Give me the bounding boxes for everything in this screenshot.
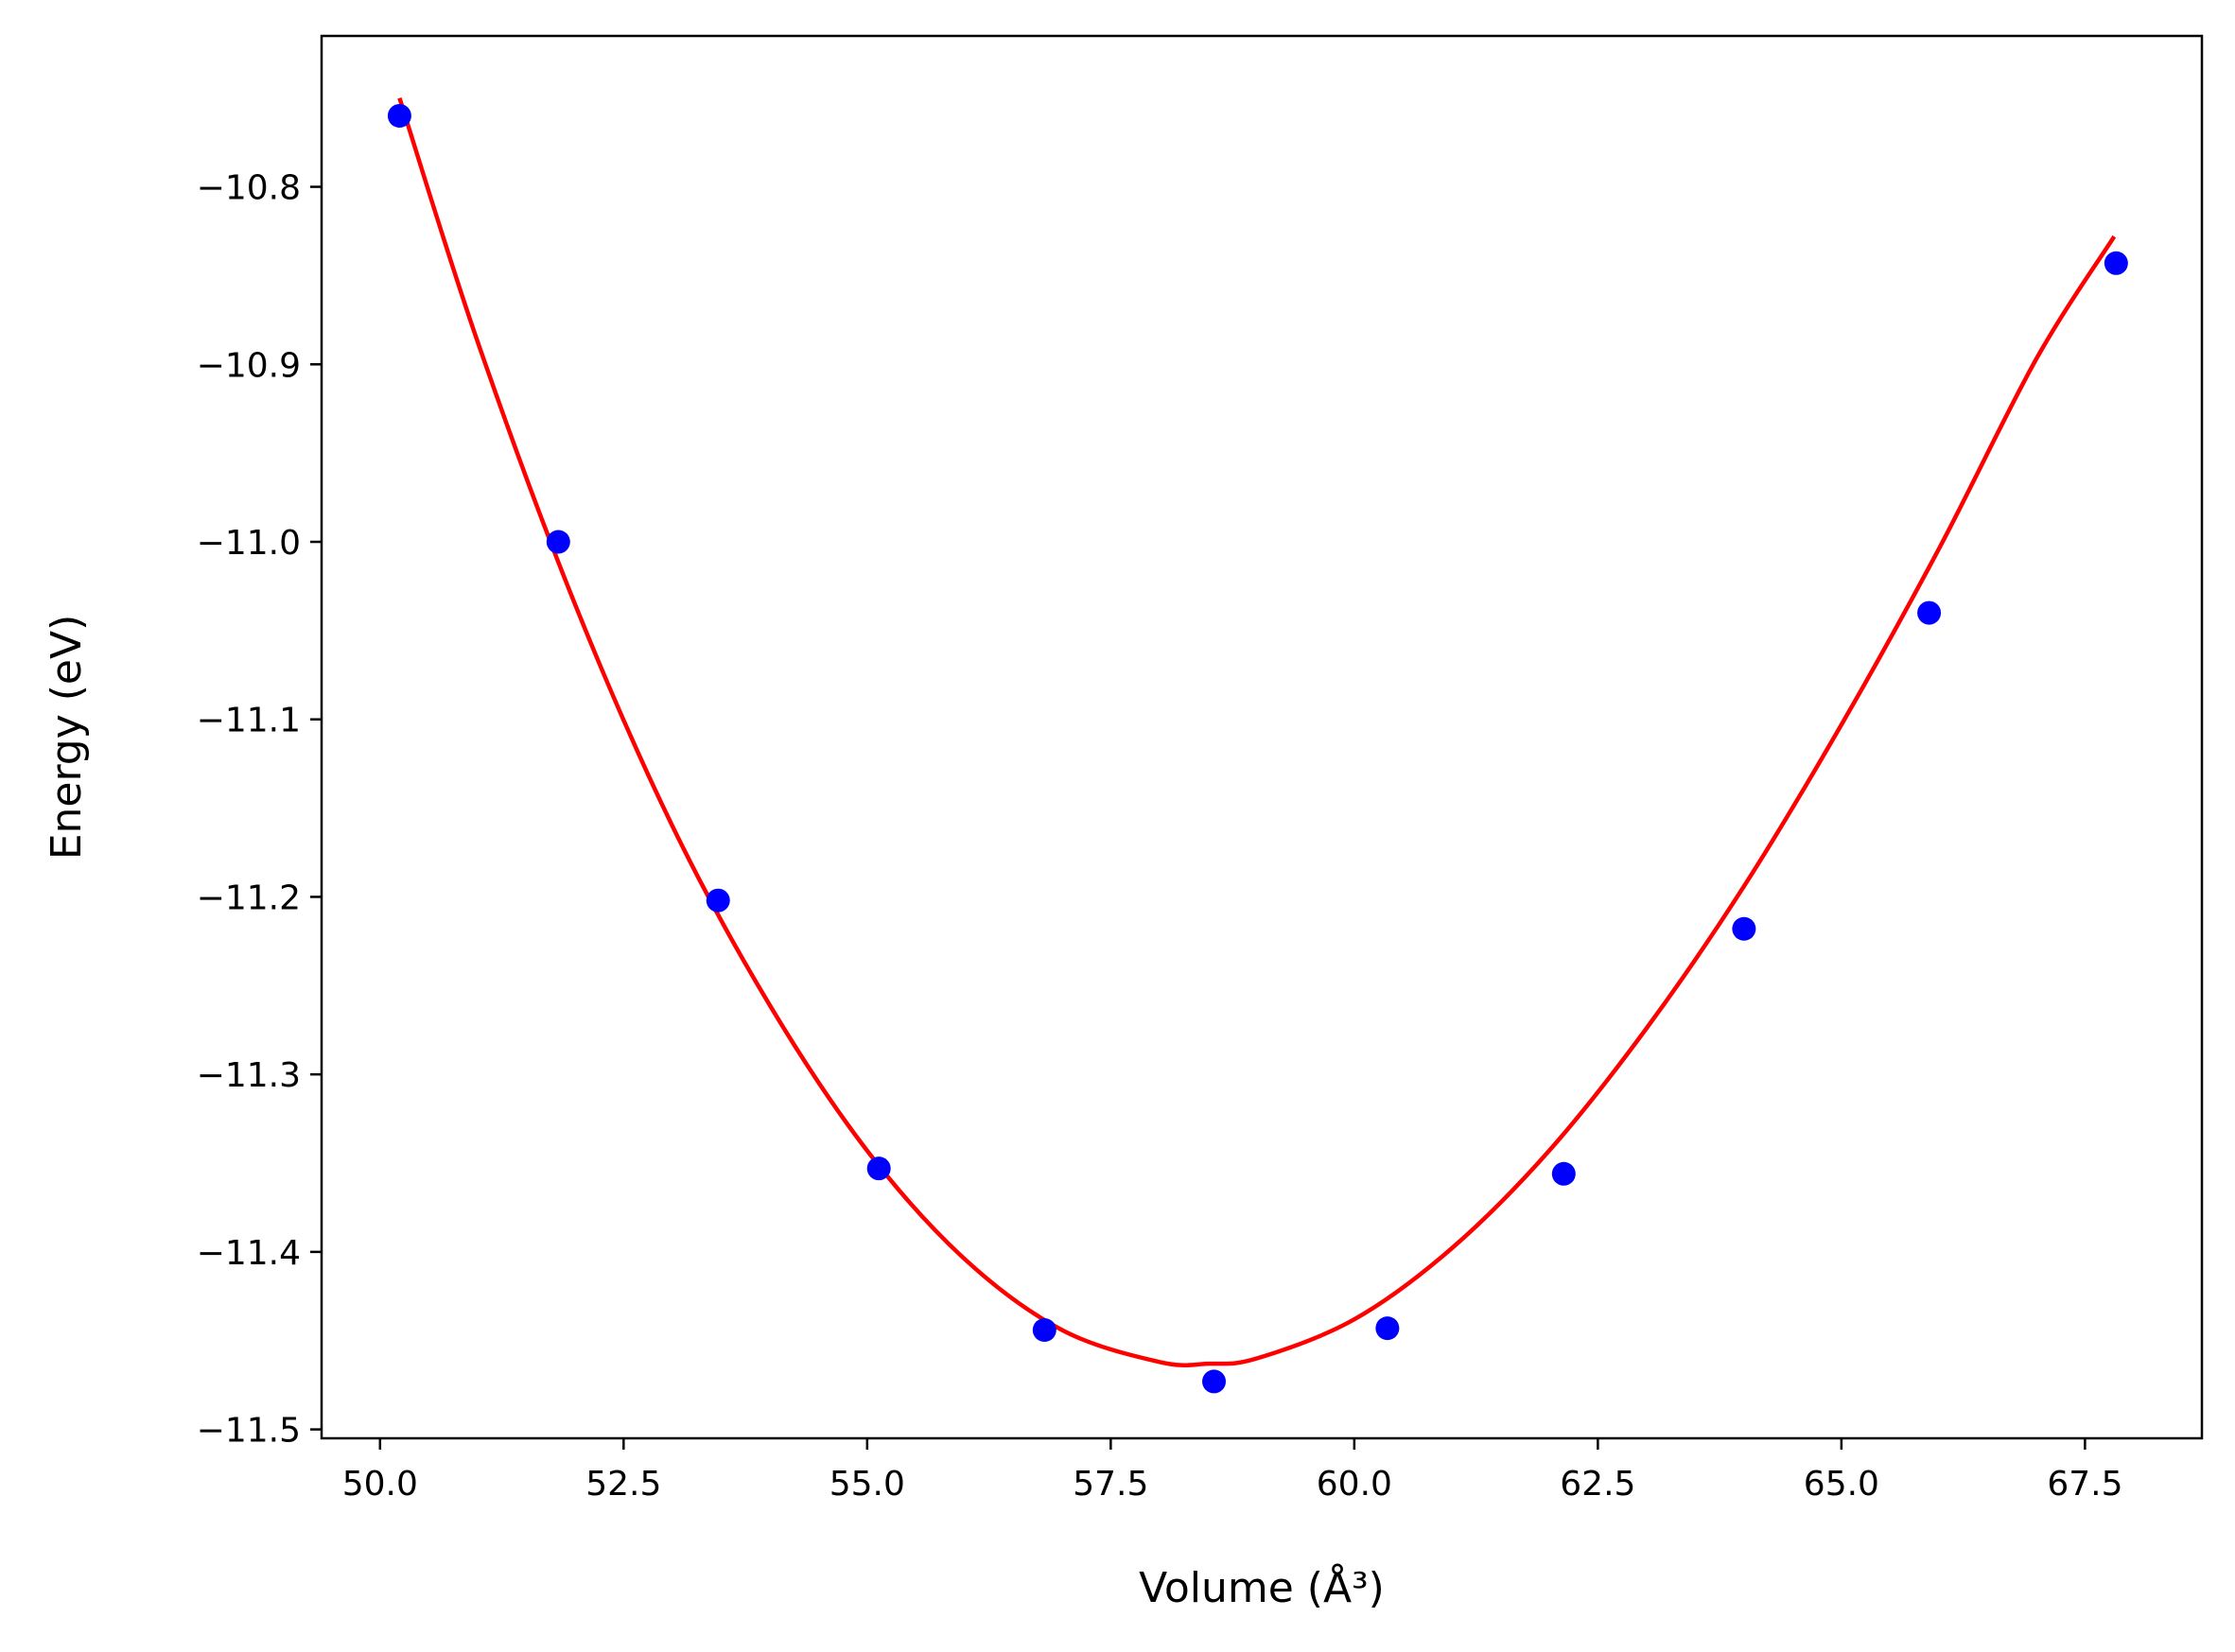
data-point — [387, 103, 411, 128]
data-point — [1551, 1161, 1576, 1186]
x-tick-label: 57.5 — [1073, 1465, 1148, 1504]
data-point — [546, 530, 570, 554]
y-tick-label: −11.4 — [197, 1234, 301, 1273]
y-tick-label: −11.3 — [197, 1056, 301, 1095]
data-point — [1202, 1369, 1227, 1394]
plot-area — [387, 97, 2128, 1394]
y-tick-label: −10.9 — [197, 346, 301, 385]
data-point — [1032, 1317, 1056, 1342]
y-tick-label: −11.0 — [197, 524, 301, 563]
x-tick-label: 62.5 — [1560, 1465, 1635, 1504]
data-point — [1917, 600, 1942, 625]
x-tick-label: 65.0 — [1804, 1465, 1879, 1504]
x-tick-label: 52.5 — [585, 1465, 661, 1504]
x-tick-label: 55.0 — [829, 1465, 905, 1504]
axis-ticks: 50.0 52.5 55.0 57.5 60.0 62.5 65.0 67.5 −10.8 −10… — [197, 169, 2123, 1504]
data-point — [1732, 916, 1756, 941]
x-tick-label: 67.5 — [2047, 1465, 2122, 1504]
data-point — [2104, 251, 2128, 275]
data-point — [866, 1156, 891, 1181]
y-tick-label: −10.8 — [197, 169, 301, 208]
y-axis-label: Energy (eV) — [43, 615, 91, 861]
y-tick-label: −11.1 — [197, 702, 301, 740]
fit-curve-line — [397, 97, 2117, 1367]
x-tick-label: 50.0 — [342, 1465, 418, 1504]
x-axis-label: Volume (Å³) — [1139, 1562, 1385, 1612]
data-point — [1375, 1316, 1400, 1341]
y-tick-label: −11.2 — [197, 878, 301, 917]
y-tick-label: −11.5 — [197, 1412, 301, 1451]
x-tick-label: 60.0 — [1317, 1465, 1392, 1504]
data-point — [706, 888, 730, 913]
axes-frame — [320, 34, 2204, 1440]
